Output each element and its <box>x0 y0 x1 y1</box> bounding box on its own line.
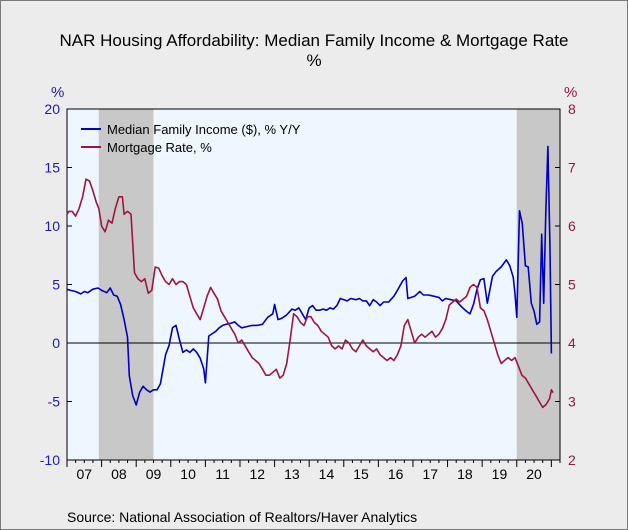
right-tick-label: 4 <box>568 335 576 351</box>
right-tick-label: 7 <box>568 160 576 176</box>
x-tick-label: 15 <box>353 466 369 482</box>
right-tick-label: 3 <box>568 394 576 410</box>
right-tick-label: 5 <box>568 277 576 293</box>
left-axis-unit: % <box>51 84 65 101</box>
x-tick-label: 20 <box>526 466 542 482</box>
right-axis-unit: % <box>564 84 578 101</box>
x-tick-label: 08 <box>111 466 127 482</box>
recession-band-0 <box>98 109 154 460</box>
x-tick-label: 18 <box>457 466 473 482</box>
x-tick-label: 07 <box>77 466 93 482</box>
left-tick-label: 5 <box>52 277 60 293</box>
left-tick-label: 20 <box>44 101 60 117</box>
chart-subtitle: % <box>306 51 322 70</box>
right-tick-label: 2 <box>568 452 576 468</box>
series-line-0 <box>66 145 553 406</box>
left-tick-label: 10 <box>44 218 60 234</box>
chart-title: NAR Housing Affordability: Median Family… <box>59 31 569 50</box>
x-tick-label: 14 <box>319 466 335 482</box>
chart-svg: -10 -5 0 5 10 15 20 2 3 4 5 6 7 8 07 08 09 10 11 12 13 14 15 16… <box>40 101 576 482</box>
legend-label-1: Mortgage Rate, % <box>107 140 212 155</box>
left-tick-label: 0 <box>52 335 60 351</box>
series-line-1 <box>66 178 554 409</box>
x-tick-label: 13 <box>284 466 300 482</box>
x-tick-label: 09 <box>146 466 162 482</box>
recession-band-1 <box>516 109 560 460</box>
left-tick-label: 15 <box>44 160 60 176</box>
right-tick-label: 8 <box>568 101 576 117</box>
x-tick-label: 12 <box>249 466 265 482</box>
x-tick-label: 11 <box>215 466 230 482</box>
x-tick-label: 19 <box>492 466 508 482</box>
x-tick-label: 17 <box>422 466 438 482</box>
right-tick-label: 6 <box>568 218 576 234</box>
legend-label-0: Median Family Income ($), % Y/Y <box>107 122 301 137</box>
x-tick-label: 10 <box>180 466 196 482</box>
left-tick-label: -10 <box>40 452 60 468</box>
source-note: Source: National Association of Realtors… <box>67 509 418 525</box>
left-tick-label: -5 <box>48 394 61 410</box>
x-tick-label: 16 <box>388 466 404 482</box>
